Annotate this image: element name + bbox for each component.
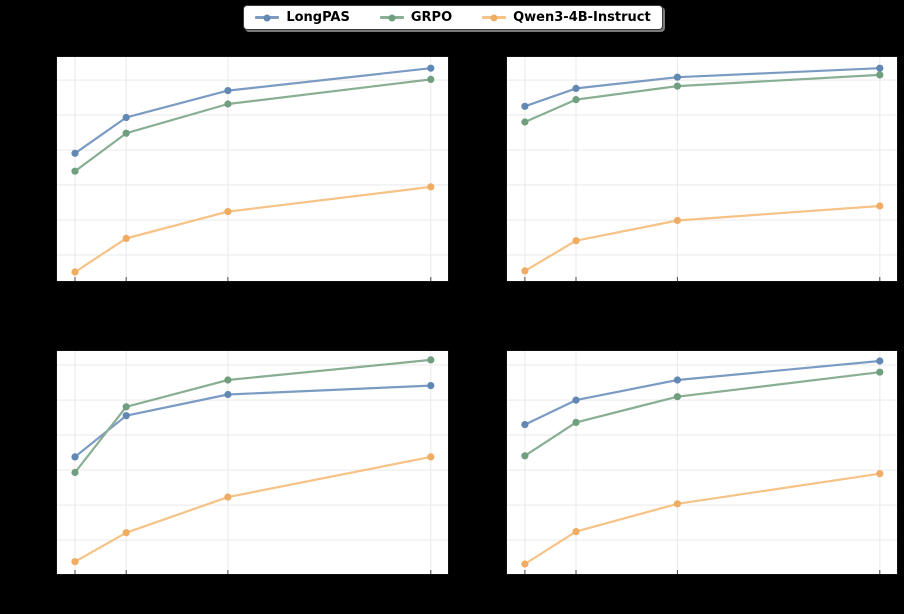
series-line bbox=[73, 78, 432, 173]
data-point-marker bbox=[673, 216, 681, 225]
data-point-marker bbox=[224, 390, 232, 399]
data-point-marker bbox=[521, 560, 529, 568]
series-line bbox=[523, 67, 881, 108]
data-point-marker bbox=[71, 468, 79, 477]
data-point-marker bbox=[71, 167, 79, 175]
series-line bbox=[523, 73, 881, 124]
data-point-marker bbox=[122, 412, 130, 420]
data-point-marker bbox=[427, 453, 435, 461]
data-point-marker bbox=[876, 64, 884, 72]
line-marker-icon bbox=[379, 14, 404, 21]
series-line bbox=[73, 455, 432, 563]
data-point-marker bbox=[572, 396, 580, 404]
legend-label: LongPAS bbox=[286, 10, 350, 25]
data-point-marker bbox=[572, 84, 580, 92]
legend-item-longpas: LongPAS bbox=[255, 11, 350, 24]
series-line bbox=[523, 359, 881, 426]
series-line bbox=[73, 384, 432, 459]
data-point-marker bbox=[224, 493, 232, 501]
data-point-marker bbox=[224, 100, 232, 108]
dot-marker-icon bbox=[263, 14, 271, 21]
data-point-marker bbox=[876, 368, 884, 376]
series-line bbox=[523, 204, 881, 272]
data-point-marker bbox=[521, 267, 529, 275]
data-point-marker bbox=[673, 73, 681, 81]
legend-label: Qwen3-4B-Instruct bbox=[513, 10, 651, 25]
data-point-marker bbox=[427, 382, 435, 390]
data-point-marker bbox=[521, 421, 529, 429]
series-line bbox=[73, 185, 432, 274]
data-point-marker bbox=[224, 87, 232, 95]
subplot-bottom-left bbox=[56, 350, 449, 575]
legend-item-qwen3-4b-instruct: Qwen3-4B-Instruct bbox=[482, 11, 651, 24]
subplot-top-right bbox=[506, 56, 898, 282]
data-point-marker bbox=[427, 64, 435, 72]
data-point-marker bbox=[572, 237, 580, 245]
data-point-marker bbox=[572, 528, 580, 536]
data-point-marker bbox=[876, 71, 884, 79]
data-point-marker bbox=[876, 202, 884, 210]
data-point-marker bbox=[521, 452, 529, 460]
data-point-marker bbox=[427, 356, 435, 364]
subplot-bottom-right bbox=[506, 350, 898, 575]
line-marker-icon bbox=[482, 14, 507, 21]
data-point-marker bbox=[122, 113, 130, 122]
dot-marker-icon bbox=[388, 14, 396, 21]
data-point-marker bbox=[122, 129, 130, 137]
legend: LongPAS GRPO Qwen3-4B-Instruct bbox=[243, 5, 663, 30]
data-point-marker bbox=[224, 376, 232, 384]
series-line bbox=[523, 371, 881, 457]
data-point-marker bbox=[122, 234, 130, 242]
data-point-marker bbox=[71, 453, 79, 461]
data-point-marker bbox=[224, 208, 232, 216]
data-point-marker bbox=[876, 470, 884, 478]
data-point-marker bbox=[673, 393, 681, 401]
data-point-marker bbox=[572, 96, 580, 104]
data-point-marker bbox=[521, 102, 529, 110]
subplot-top-left bbox=[56, 56, 449, 282]
data-point-marker bbox=[876, 357, 884, 365]
data-point-marker bbox=[427, 75, 435, 83]
data-point-marker bbox=[521, 118, 529, 126]
series-line bbox=[73, 67, 432, 155]
data-point-marker bbox=[673, 500, 681, 508]
data-point-marker bbox=[122, 403, 130, 411]
legend-label: GRPO bbox=[410, 10, 453, 25]
data-point-marker bbox=[427, 183, 435, 191]
legend-item-grpo: GRPO bbox=[379, 10, 453, 25]
series-line bbox=[523, 472, 881, 566]
line-marker-icon bbox=[255, 14, 280, 21]
data-point-marker bbox=[572, 418, 580, 426]
series-line bbox=[73, 358, 432, 474]
dot-marker-icon bbox=[490, 14, 498, 21]
data-point-marker bbox=[673, 376, 681, 384]
data-point-marker bbox=[71, 149, 79, 157]
data-point-marker bbox=[71, 268, 79, 276]
data-point-marker bbox=[71, 558, 79, 566]
data-point-marker bbox=[673, 82, 681, 90]
data-point-marker bbox=[122, 529, 130, 537]
